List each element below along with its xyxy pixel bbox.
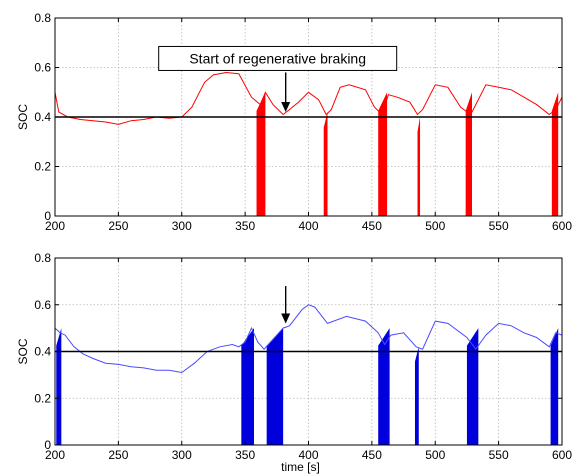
y-tick-label: 0.4 [34, 345, 51, 359]
bottom-soc-chart: 200 250 300 350 400 450 500 550 600 0 0.2 0.4 0.6 0.8… [16, 251, 572, 474]
y-tick-label: 0.2 [34, 391, 51, 405]
x-tick-label: 600 [552, 448, 572, 462]
regen-fill-4 [414, 346, 419, 445]
annotation-arrow-head [281, 313, 291, 324]
x-tick-label: 300 [172, 448, 192, 462]
x-tick-label: 500 [425, 219, 445, 233]
x-tick-label: 400 [298, 448, 318, 462]
regen-fill-0 [56, 328, 62, 445]
regen-fill-2 [378, 92, 388, 216]
y-tick-label: 0.6 [34, 61, 51, 75]
x-axis-label: time [s] [281, 460, 320, 474]
regen-fill-4 [465, 92, 473, 216]
x-tick-label: 450 [362, 219, 382, 233]
annotation-box [158, 45, 398, 71]
y-tick-label: 0.6 [34, 298, 51, 312]
y-tick-label: 0.2 [34, 160, 51, 174]
x-tick-label: 300 [172, 219, 192, 233]
regen-fill-6 [550, 328, 559, 445]
annotation-arrow-head [281, 102, 291, 113]
x-tick-label: 200 [45, 219, 65, 233]
regen-fill-2 [266, 328, 284, 445]
regen-fill-3 [378, 328, 390, 445]
regen-fill-5 [466, 328, 479, 445]
y-tick-label: 0.8 [34, 11, 51, 25]
regen-fill-1 [323, 112, 328, 216]
y-tick-label: 0.8 [34, 251, 51, 265]
soc-series-line [54, 304, 563, 374]
x-tick-label: 550 [489, 448, 509, 462]
x-tick-label: 250 [108, 448, 128, 462]
y-tick-label: 0 [44, 438, 51, 452]
regen-fill-0 [256, 92, 266, 216]
regen-fill-3 [417, 117, 421, 216]
top-soc-chart: 200 250 300 350 400 450 500 550 600 0 0.2 0.4 0.6 0.8… [16, 11, 572, 233]
regen-fill-5 [551, 92, 559, 216]
x-tick-label: 200 [45, 448, 65, 462]
y-tick-label: 0.4 [34, 110, 51, 124]
regen-fill-1 [241, 328, 254, 445]
x-tick-label: 600 [552, 219, 572, 233]
x-tick-label: 550 [489, 219, 509, 233]
x-tick-label: 450 [362, 448, 382, 462]
y-tick-label: 0 [44, 209, 51, 223]
x-tick-label: 500 [425, 448, 445, 462]
x-tick-label: 400 [298, 219, 318, 233]
x-tick-label: 350 [235, 219, 255, 233]
x-tick-label: 250 [108, 219, 128, 233]
y-axis-label: SOC [16, 104, 30, 130]
y-axis-label: SOC [16, 338, 30, 364]
soc-series-line [54, 71, 563, 125]
annotation-text: Start of regenerative braking [189, 50, 366, 66]
x-tick-label: 350 [235, 448, 255, 462]
